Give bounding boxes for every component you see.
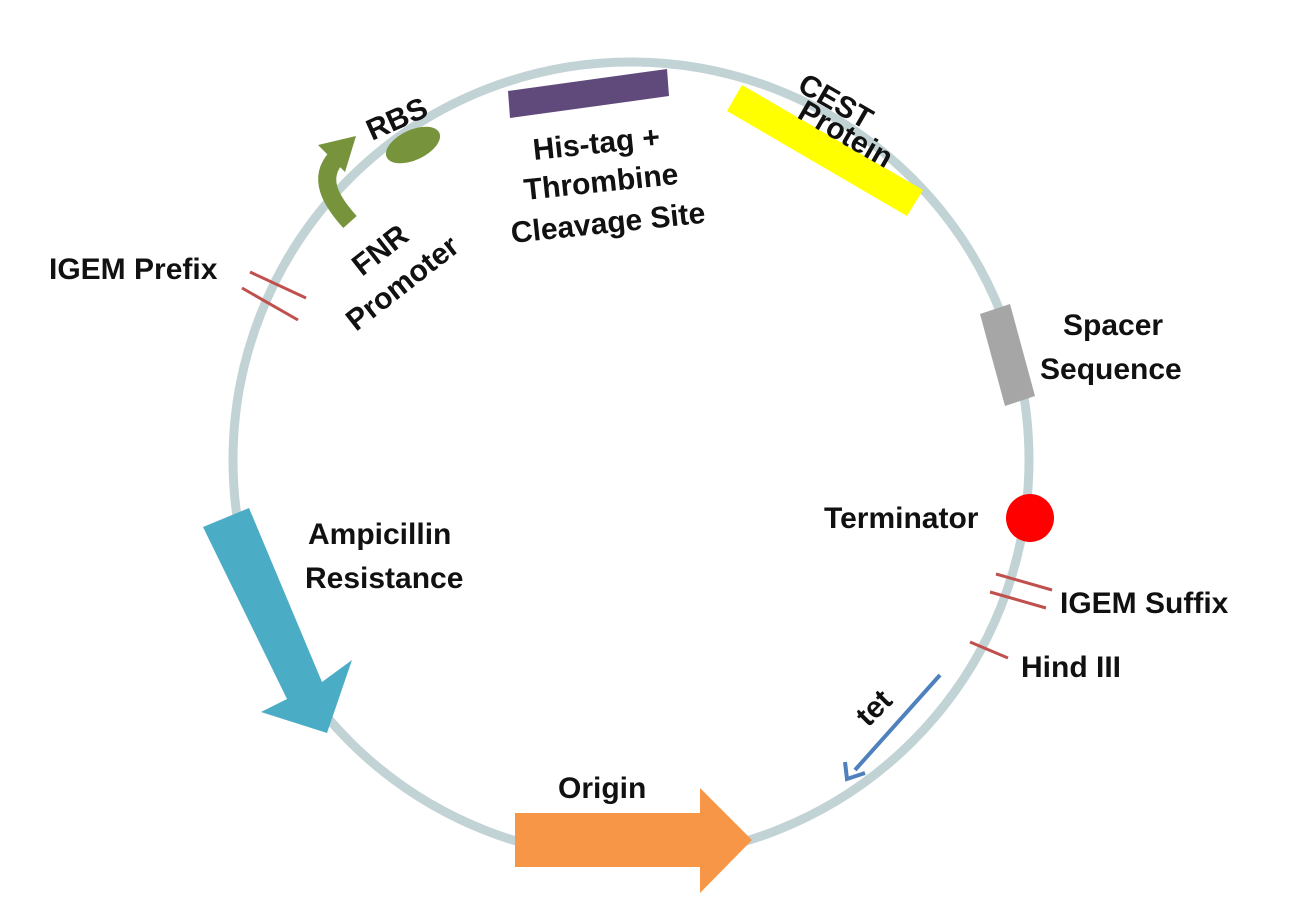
tet-label: tet	[850, 684, 899, 733]
terminator-circle	[1006, 494, 1054, 542]
spacer-label-line-1: Spacer	[1063, 309, 1163, 342]
his-tag-block	[508, 69, 669, 118]
tet-arrow-head	[843, 761, 866, 782]
spacer-label-line-2: Sequence	[1040, 353, 1182, 386]
igem-prefix-label: IGEM Prefix	[49, 253, 218, 286]
igem-suffix-label: IGEM Suffix	[1060, 587, 1229, 620]
igem-prefix-mark-2	[241, 286, 299, 322]
his-tag-label-line-1: His-tag +	[531, 121, 661, 167]
terminator-label: Terminator	[824, 502, 979, 535]
cest-protein-block	[727, 85, 923, 216]
rbs-ellipse	[385, 126, 441, 164]
ampicillin-label-line-1: Ampicillin	[308, 518, 451, 551]
igem-prefix-mark-1	[249, 270, 307, 300]
tet-arrow-shaft	[853, 673, 942, 772]
spacer-block	[980, 304, 1035, 406]
igem-suffix-mark-2	[989, 590, 1047, 610]
promoter-arrow-head	[318, 136, 356, 172]
origin-label: Origin	[558, 772, 646, 805]
hind-iii-mark	[969, 640, 1009, 660]
igem-suffix-mark-1	[995, 572, 1053, 592]
hind-iii-label: Hind III	[1021, 651, 1121, 684]
origin-arrow	[515, 788, 752, 893]
ampicillin-label-line-2: Resistance	[305, 562, 463, 595]
promoter-arrow-shaft	[318, 151, 357, 229]
ampicillin-arrow	[203, 508, 352, 733]
